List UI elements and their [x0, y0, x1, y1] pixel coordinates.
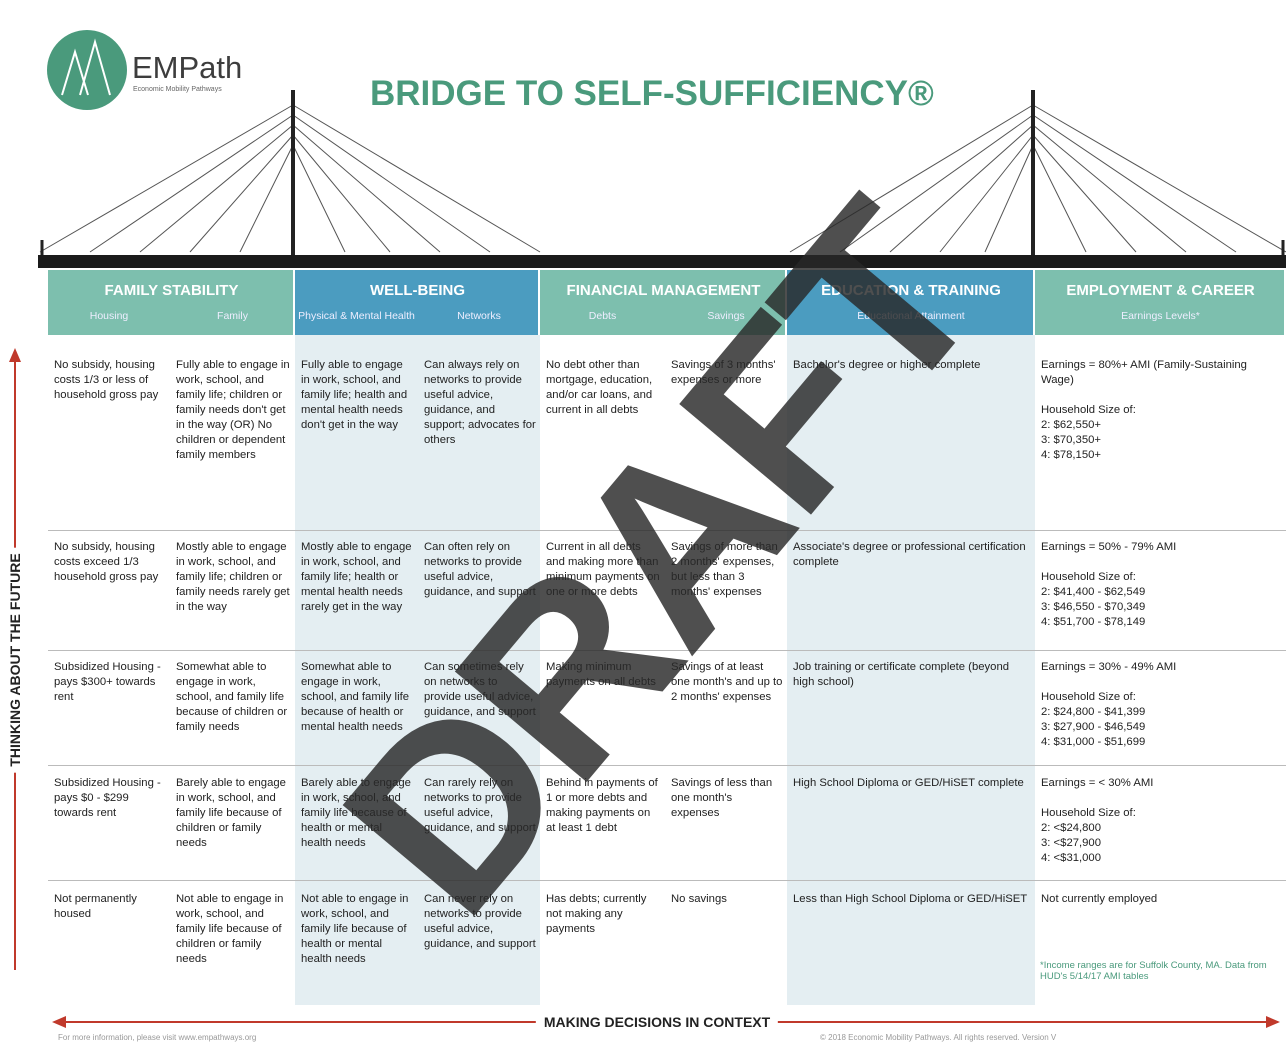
domain-title: FINANCIAL MANAGEMENT [566, 282, 761, 299]
cell: Can sometimes rely on networks to provid… [424, 661, 536, 718]
cell: Savings of less than one month's expense… [671, 777, 773, 819]
cell: Savings of at least one month's and up t… [671, 661, 783, 703]
domain-sub: Physical & Mental Health [298, 310, 415, 322]
domain-band [48, 270, 293, 335]
row-divider [48, 530, 1286, 531]
domain-sub: Family [217, 310, 248, 322]
row-divider [48, 650, 1286, 651]
cell: Making minimum payments on all debts [546, 661, 656, 688]
cell: Less than High School Diploma or GED/HiS… [793, 893, 1028, 905]
cell: Behind in payments of 1 or more debts an… [546, 777, 658, 834]
domain-band [787, 270, 1033, 335]
cell: Somewhat able to engage in work, school,… [176, 661, 288, 733]
cell: Can always rely on networks to provide u… [424, 359, 536, 446]
cell: No subsidy, housing costs 1/3 or less of… [54, 359, 159, 401]
logo-name: EMPath [132, 50, 243, 85]
cell: Current in all debts and making more tha… [546, 541, 660, 598]
domain-band [1035, 270, 1284, 335]
domain-sub: Debts [588, 310, 617, 322]
cell: Bachelor's degree or higher complete [793, 359, 981, 371]
cell: Not currently employed [1041, 893, 1158, 905]
footer-right: © 2018 Economic Mobility Pathways. All r… [820, 1033, 1057, 1042]
domain-sub: Savings [707, 310, 745, 322]
cell: High School Diploma or GED/HiSET complet… [793, 777, 1024, 789]
footer-left: For more information, please visit www.e… [58, 1033, 257, 1042]
domain-band [295, 270, 538, 335]
cell: Not able to engage in work, school, and … [176, 893, 284, 965]
cell: Earnings = 50% - 79% AMI Household Size … [1041, 541, 1177, 628]
domain-title: FAMILY STABILITY [104, 282, 239, 299]
domain-sub: Housing [89, 310, 129, 322]
title: BRIDGE TO SELF-SUFFICIENCY® [370, 74, 934, 113]
cell: Subsidized Housing - pays $0 - $299 towa… [54, 777, 161, 819]
cell: Barely able to engage in work, school, a… [176, 777, 286, 849]
cell: Associate's degree or professional certi… [793, 541, 1026, 568]
cell: Not able to engage in work, school, and … [301, 893, 409, 965]
row-divider [48, 765, 1286, 766]
domain-title: WELL-BEING [370, 282, 465, 299]
cell: Job training or certificate complete (be… [793, 661, 1010, 688]
cell: Barely able to engage in work, school, a… [301, 777, 411, 849]
cell: Can rarely rely on networks to provide u… [424, 777, 536, 834]
cell: Mostly able to engage in work, school, a… [301, 541, 412, 613]
cell: Subsidized Housing - pays $300+ towards … [54, 661, 161, 703]
row-divider [48, 880, 1286, 881]
cell: No debt other than mortgage, education, … [546, 359, 653, 416]
cell: Somewhat able to engage in work, school,… [301, 661, 409, 733]
domain-band [540, 270, 785, 335]
cell: Earnings = < 30% AMI Household Size of: … [1041, 777, 1154, 864]
axis-vertical: THINKING ABOUT THE FUTURE [7, 547, 23, 773]
cell: Savings of 3 months' expenses or more [671, 359, 776, 386]
cell: No savings [671, 893, 727, 905]
axis-horizontal: MAKING DECISIONS IN CONTEXT [535, 1014, 779, 1030]
domain-sub: Earnings Levels* [1121, 310, 1200, 322]
domain-title: EDUCATION & TRAINING [821, 282, 1001, 299]
logo-tagline: Economic Mobility Pathways [133, 86, 222, 93]
cell: No subsidy, housing costs exceed 1/3 hou… [54, 541, 159, 583]
cell: Mostly able to engage in work, school, a… [176, 541, 290, 613]
cell: Earnings = 80%+ AMI (Family-Sustaining W… [1041, 359, 1247, 461]
footnote: *Income ranges are for Suffolk County, M… [1040, 960, 1267, 982]
cell: Earnings = 30% - 49% AMI Household Size … [1041, 661, 1177, 748]
cell: Has debts; currently not making any paym… [546, 893, 647, 935]
cell: Not permanently housed [54, 893, 137, 920]
domain-sub: Networks [457, 310, 501, 322]
cell: Savings of more than 2 months' expenses,… [671, 541, 778, 598]
domain-sub: Educational Attainment [857, 310, 965, 322]
cell: Fully able to engage in work, school, an… [301, 359, 408, 431]
cell: Can often rely on networks to provide us… [424, 541, 536, 598]
domain-title: EMPLOYMENT & CAREER [1066, 282, 1255, 299]
cell: Can never rely on networks to provide us… [424, 893, 536, 950]
cell: Fully able to engage in work, school, an… [176, 359, 290, 461]
